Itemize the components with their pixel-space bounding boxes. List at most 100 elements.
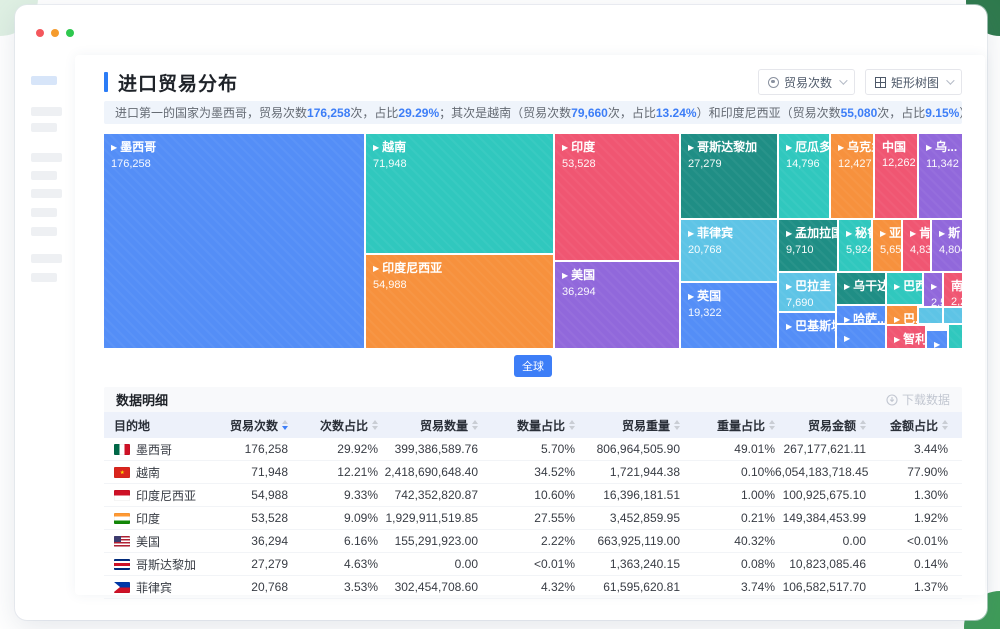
table-cell: 149,384,453.99: [782, 511, 866, 525]
country-flag-icon-id: [114, 489, 130, 501]
treemap-block-label: ▶ 乌...: [926, 140, 958, 154]
table-row-美国: 美国 36,294 6.16% 155,291,923.00 2.22% 663,925,…: [104, 530, 962, 553]
data-detail-section: 数据明细 下载数据 目的地 贸易次数 次数占比 贸易数量 数量占比 贸易重量 重量占比 贸易金…: [104, 387, 962, 599]
summary-segment: ）和印度尼西亚（贸易次数: [696, 106, 841, 120]
treemap-block-斯[interactable]: ▶斯 4,804: [932, 220, 962, 271]
treemap-block-label: ▶ 哈萨...: [844, 312, 885, 323]
table-cell: 1,929,911,519.85: [385, 511, 478, 525]
treemap-block-南[interactable]: 南 2,2: [944, 273, 962, 306]
table-cell: 106,582,517.70: [782, 580, 866, 594]
treemap-block-孟加拉国[interactable]: ▶孟加拉国 9,710: [779, 220, 837, 271]
treemap-block-印度[interactable]: ▶ 印度 53,528: [555, 134, 679, 260]
treemap-block-智利[interactable]: ▶ 智利: [887, 326, 925, 348]
column-header-label: 次数占比: [319, 418, 368, 433]
column-header-重量占比[interactable]: 重量占比: [680, 417, 775, 434]
treemap-block-秘鲁[interactable]: ▶秘鲁 5,924: [839, 220, 871, 271]
treemap-block-乌干达[interactable]: ▶ 乌干达: [837, 273, 885, 304]
column-header-贸易次数[interactable]: 贸易次数: [204, 417, 288, 434]
column-header-数量占比[interactable]: 数量占比: [478, 417, 575, 434]
treemap-block[interactable]: ▶: [927, 331, 947, 348]
treemap-block-label: ▶ 印度尼西亚: [373, 261, 443, 275]
table-cell: 0.08%: [740, 557, 775, 571]
treemap-block-哥斯达黎加[interactable]: ▶ 哥斯达黎加 27,279: [681, 134, 777, 218]
table-cell: 0.00: [454, 557, 478, 571]
treemap-block-印度尼西亚[interactable]: ▶ 印度尼西亚 54,988: [366, 255, 553, 348]
drilldown-arrow-icon: ▶: [894, 282, 901, 291]
table-cell: 29.92%: [337, 442, 378, 456]
treemap-block-巴西[interactable]: ▶ 巴西: [887, 273, 922, 304]
treemap-block-value: 20,768: [688, 244, 722, 256]
minimize-window-button[interactable]: [51, 29, 59, 37]
summary-segment: 进口第一的国家为墨西哥，贸易次数: [115, 106, 308, 120]
metric-selector[interactable]: 贸易次数: [757, 69, 855, 95]
destination-cell: 印度: [104, 510, 204, 527]
treemap-block-墨西哥[interactable]: ▶ 墨西哥 176,258: [104, 134, 364, 348]
column-header-贸易重量[interactable]: 贸易重量: [575, 417, 680, 434]
treemap-block-乌克兰[interactable]: ▶乌克兰 12,427: [831, 134, 873, 218]
page-title-wrap: 进口贸易分布: [104, 69, 238, 96]
column-header-贸易金额[interactable]: 贸易金额: [775, 417, 866, 434]
table-cell: 0.21%: [740, 511, 775, 525]
summary-highlight-value: 79,660: [571, 105, 608, 120]
treemap-block-value: 19,322: [688, 307, 722, 319]
chart-type-selector[interactable]: 矩形树图: [864, 69, 962, 95]
treemap-grid-icon: [874, 76, 886, 88]
window-controls: [36, 29, 74, 37]
drilldown-arrow-icon: ▶: [562, 143, 569, 152]
table-row-哥斯达黎加: 哥斯达黎加 27,279 4.63% 0.00 <0.01% 1,363,240.15 0.…: [104, 553, 962, 576]
country-flag-icon-cr: [114, 558, 130, 570]
country-flag-icon-vn: [114, 466, 130, 478]
treemap-block-巴拉圭[interactable]: ▶ 巴拉圭 7,690: [779, 273, 835, 311]
column-header-金额占比[interactable]: 金额占比: [866, 417, 948, 434]
sort-icon: [282, 420, 288, 430]
treemap-block-越南[interactable]: ▶ 越南 71,948: [366, 134, 553, 253]
table-cell: 1.30%: [913, 488, 948, 502]
treemap-block-厄瓜多尔[interactable]: ▶厄瓜多尔 14,796: [779, 134, 829, 218]
treemap-block-巴...[interactable]: ▶巴...: [887, 306, 917, 324]
summary-highlight-value: 9.15%: [925, 105, 960, 120]
treemap-block-哈萨...[interactable]: ▶ 哈萨...: [837, 306, 885, 323]
table-cell: 267,177,621.11: [783, 442, 866, 456]
table-cell: 40.32%: [734, 534, 775, 548]
maximize-window-button[interactable]: [66, 29, 74, 37]
treemap-block-英国[interactable]: ▶ 英国 19,322: [681, 283, 777, 348]
table-body: 墨西哥 176,258 29.92% 399,386,589.76 5.70% 806,9…: [104, 438, 962, 599]
country-name: 印度尼西亚: [136, 488, 197, 503]
country-name: 美国: [136, 534, 161, 549]
treemap-block-菲律宾[interactable]: ▶ 菲律宾 20,768: [681, 220, 777, 281]
table-cell: 71,948: [251, 465, 288, 479]
treemap-block[interactable]: ▶ 2,5: [924, 273, 942, 306]
summary-segment: 次，占比: [877, 106, 926, 120]
breadcrumb-global-button[interactable]: 全球: [514, 355, 552, 377]
treemap-block[interactable]: [944, 308, 962, 323]
treemap-block-label: ▶乌克兰: [838, 140, 873, 154]
treemap-block-肯[interactable]: ▶肯 4,836: [903, 220, 930, 271]
table-cell: 3.53%: [343, 580, 378, 594]
treemap-block[interactable]: ▶: [837, 325, 885, 348]
sidebar-item-active[interactable]: [31, 76, 57, 85]
treemap-block[interactable]: [949, 325, 962, 348]
treemap-block-亚[interactable]: ▶亚 5,650: [873, 220, 901, 271]
treemap-block-中国[interactable]: 中国 12,262: [875, 134, 917, 218]
close-window-button[interactable]: [36, 29, 44, 37]
drilldown-arrow-icon: ▶: [838, 143, 845, 152]
treemap-block-美国[interactable]: ▶ 美国 36,294: [555, 262, 679, 348]
drilldown-arrow-icon: ▶: [373, 264, 380, 273]
treemap-block-value: 7,690: [786, 297, 814, 309]
treemap-block-label: ▶厄瓜多尔: [786, 140, 829, 154]
treemap-block[interactable]: [919, 308, 942, 323]
column-header-贸易数量[interactable]: 贸易数量: [378, 417, 478, 434]
chevron-down-icon: [946, 76, 955, 85]
column-header-次数占比[interactable]: 次数占比: [288, 417, 378, 434]
download-data-button[interactable]: 下载数据: [886, 391, 950, 408]
main-panel: 进口贸易分布 贸易次数 矩形树图 进口第一的国家为墨西哥，贸易次数 176,258…: [75, 55, 985, 599]
treemap-block-value: 176,258: [111, 158, 151, 170]
treemap-block-乌...[interactable]: ▶ 乌... 11,342: [919, 134, 962, 218]
download-icon: [886, 393, 898, 406]
summary-segment: ；其次是越南（贸易次数: [439, 106, 572, 120]
treemap-block-value: 4,804: [939, 244, 962, 256]
treemap-block-label: ▶ 美国: [562, 268, 596, 282]
summary-segment: 次，占比: [350, 106, 399, 120]
treemap-block-巴基斯坦[interactable]: ▶巴基斯坦: [779, 313, 835, 348]
summary-highlight-value: 176,258: [307, 105, 351, 120]
